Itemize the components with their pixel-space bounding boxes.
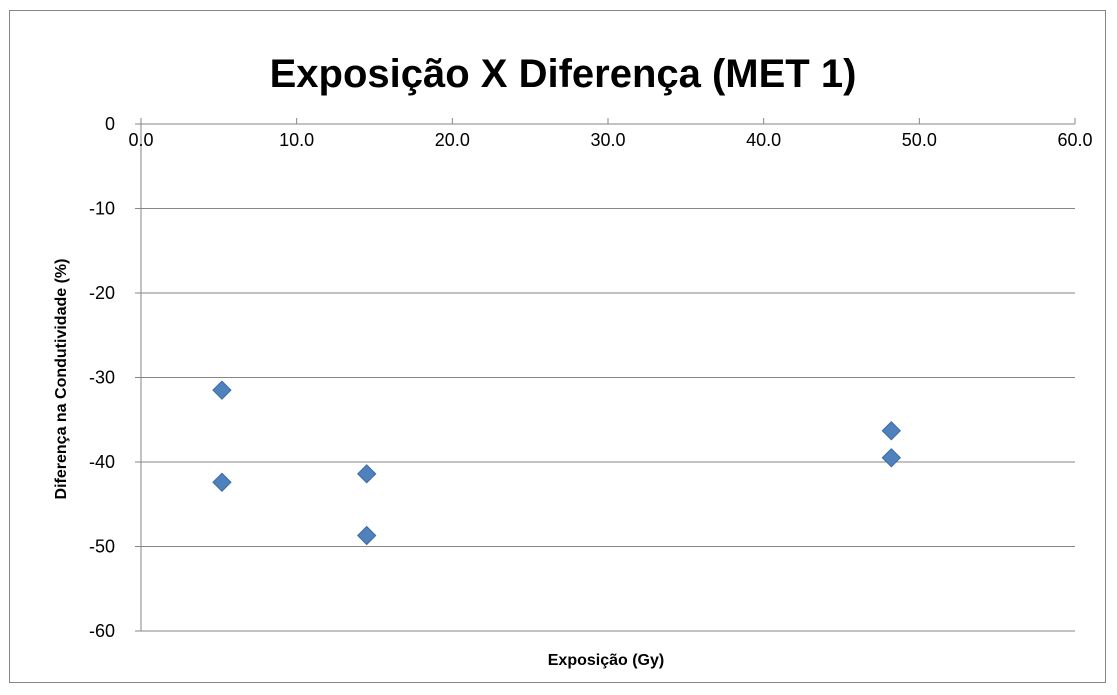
x-tick-label-0: 0.0	[128, 130, 153, 150]
axes	[135, 118, 1076, 632]
data-point-0-2	[357, 464, 377, 484]
chart-title: Exposição X Diferença (MET 1)	[270, 52, 857, 96]
chart-frame	[9, 10, 1106, 683]
y-tick-label-4: -40	[89, 452, 115, 472]
x-tick-label-6: 60.0	[1057, 130, 1092, 150]
x-tick-label-2: 20.0	[435, 130, 470, 150]
x-tick-label-3: 30.0	[590, 130, 625, 150]
x-tick-label-1: 10.0	[279, 130, 314, 150]
y-tick-label-1: -10	[89, 199, 115, 219]
y-tick-label-2: -20	[89, 283, 115, 303]
y-tick-label-0: 0	[105, 114, 115, 134]
tick-labels: 0 -10 -20 -30 -40 -50 -60 0.0 10.0 20.0 30.0 40.0 50…	[89, 114, 1093, 641]
x-tick-label-5: 50.0	[902, 130, 937, 150]
data-point-0-5	[881, 448, 902, 468]
data-point-0-3	[357, 525, 377, 546]
y-axis-title: Diferença na Condutividade (%)	[53, 259, 70, 500]
x-axis-title: Exposição (Gy)	[548, 652, 664, 669]
data-point-0-1	[212, 472, 232, 492]
x-tick-label-4: 40.0	[746, 130, 781, 150]
y-tick-label-5: -50	[89, 537, 115, 557]
data-points	[212, 380, 902, 546]
gridlines	[141, 208, 1075, 632]
y-tick-label-3: -30	[89, 368, 115, 388]
data-point-0-0	[212, 380, 232, 400]
y-tick-label-6: -60	[89, 621, 115, 641]
data-point-0-4	[881, 421, 902, 441]
